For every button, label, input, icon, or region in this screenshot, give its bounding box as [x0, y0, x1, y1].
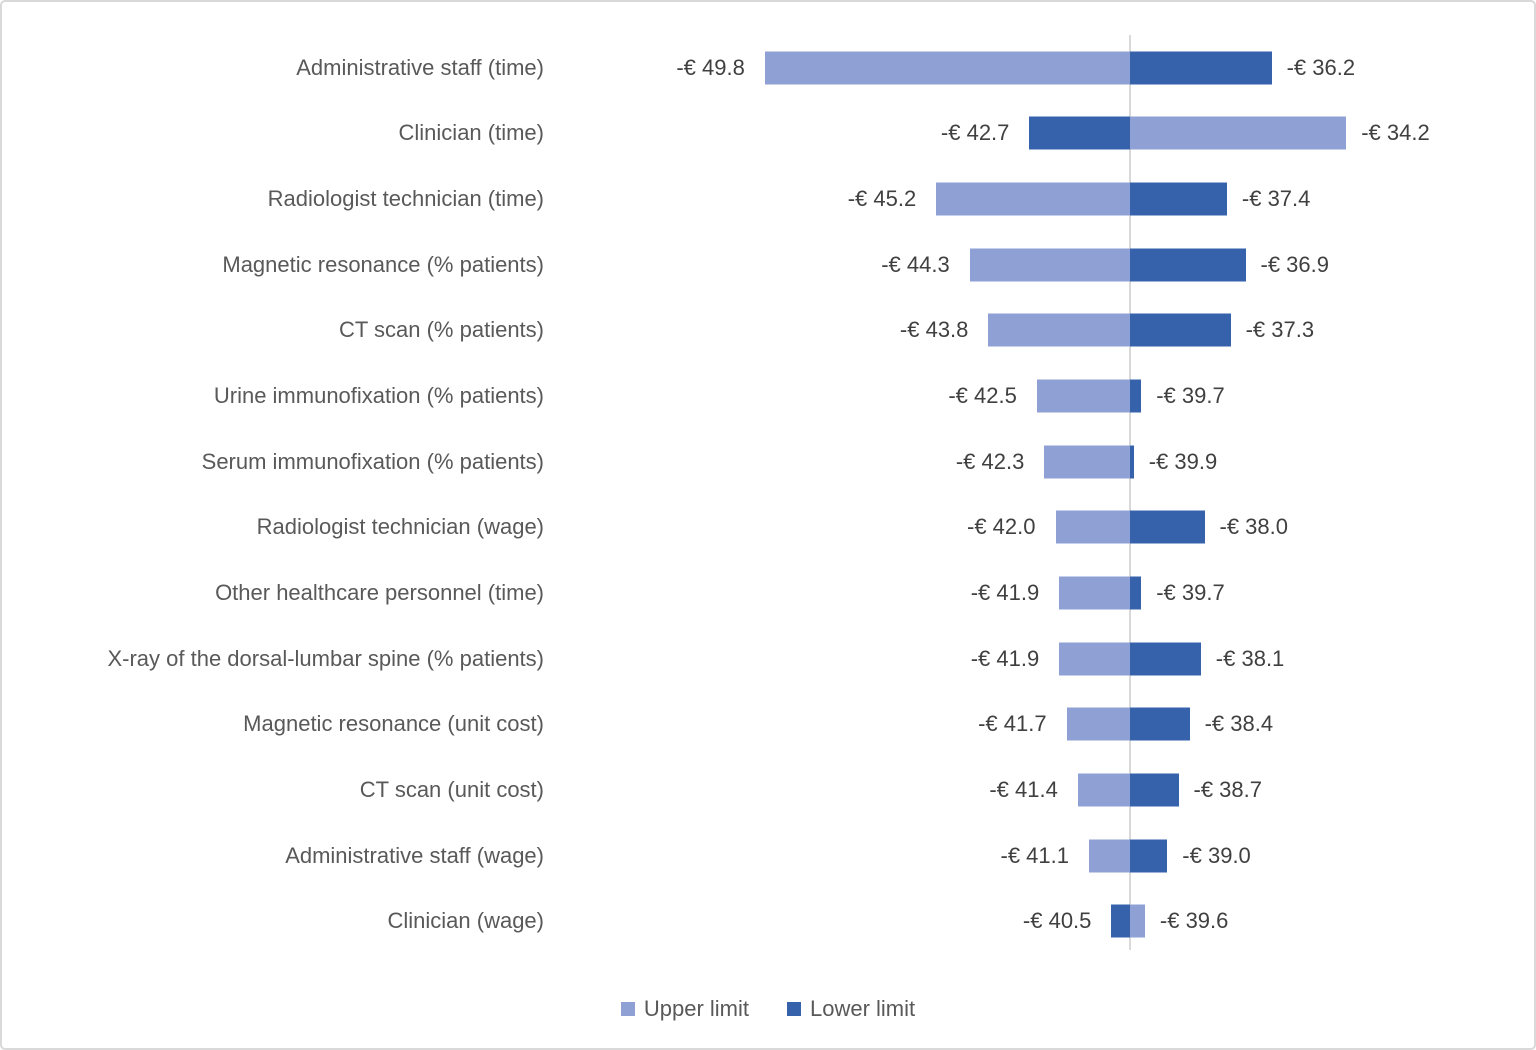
chart-row: CT scan (unit cost) -€ 41.4 -€ 38.7	[2, 757, 1534, 823]
chart-row: Serum immunofixation (% patients) -€ 42.3…	[2, 429, 1534, 495]
value-label-right: -€ 39.7	[1156, 579, 1225, 605]
category-label: Radiologist technician (time)	[267, 186, 544, 212]
upper-limit-bar	[1044, 445, 1130, 479]
lower-limit-bar	[1130, 51, 1272, 85]
value-label-right: -€ 38.4	[1204, 711, 1274, 737]
value-label-left: -€ 42.5	[948, 383, 1017, 408]
upper-limit-bar	[1077, 773, 1130, 807]
lower-limit-bar	[1130, 707, 1190, 741]
value-label-right: -€ 39.7	[1156, 383, 1225, 408]
chart-row: Urine immunofixation (% patients) -€ 42.5…	[2, 363, 1534, 429]
lower-limit-bar	[1111, 904, 1130, 938]
value-label-left: -€ 41.9	[970, 645, 1040, 671]
category-label: CT scan (unit cost)	[359, 776, 544, 802]
legend-item-lower-limit: Lower limit	[787, 996, 915, 1022]
value-label-right: -€ 38.1	[1215, 645, 1285, 671]
category-label: Urine immunofixation (% patients)	[213, 383, 544, 408]
category-label: Clinician (time)	[398, 120, 544, 146]
value-label-left: -€ 42.3	[955, 448, 1025, 474]
category-label: Radiologist technician (wage)	[256, 514, 544, 540]
upper-limit-bar	[764, 51, 1130, 85]
value-label-left: -€ 41.7	[978, 711, 1047, 737]
chart-row: Clinician (time) -€ 42.7 -€ 34.2	[2, 101, 1534, 167]
upper-limit-bar	[936, 182, 1130, 216]
chart-row: Clinician (wage) -€ 40.5 -€ 39.6	[2, 888, 1534, 954]
chart-row: Radiologist technician (time) -€ 45.2 -€ 3…	[2, 166, 1534, 232]
category-label: Other healthcare personnel (time)	[215, 579, 544, 605]
value-label-right: -€ 39.0	[1182, 842, 1251, 868]
value-label-left: -€ 49.8	[676, 54, 745, 80]
lower-limit-swatch-icon	[787, 1002, 801, 1016]
value-label-left: -€ 42.0	[967, 514, 1036, 540]
value-label-left: -€ 45.2	[847, 186, 917, 212]
upper-limit-bar	[1059, 576, 1130, 610]
upper-limit-bar	[1130, 904, 1145, 938]
value-label-left: -€ 42.7	[940, 120, 1010, 146]
value-label-left: -€ 41.9	[970, 579, 1040, 605]
value-label-right: -€ 39.9	[1148, 448, 1218, 474]
value-label-right: -€ 37.3	[1245, 317, 1315, 343]
upper-limit-bar	[1066, 707, 1130, 741]
lower-limit-bar	[1130, 379, 1142, 413]
lower-limit-bar	[1130, 182, 1227, 216]
lower-limit-bar	[1130, 642, 1201, 676]
lower-limit-bar	[1130, 773, 1179, 807]
legend-label-lower-limit: Lower limit	[810, 996, 916, 1021]
chart-row: Magnetic resonance (% patients) -€ 44.3 -€…	[2, 232, 1534, 298]
upper-limit-bar	[1055, 510, 1130, 544]
chart-row: Administrative staff (time) -€ 49.8 -€ 36.…	[2, 35, 1534, 101]
category-label: X-ray of the dorsal-lumbar spine (% pati…	[107, 645, 544, 671]
lower-limit-bar	[1130, 839, 1168, 872]
upper-limit-bar	[1059, 642, 1130, 676]
category-label: Clinician (wage)	[387, 908, 544, 934]
upper-limit-bar	[988, 313, 1130, 347]
upper-limit-bar	[969, 248, 1130, 282]
lower-limit-bar	[1130, 445, 1134, 479]
category-label: Serum immunofixation (% patients)	[201, 448, 544, 474]
baseline-axis-line	[1129, 35, 1131, 950]
lower-limit-bar	[1130, 248, 1246, 282]
lower-limit-bar	[1130, 313, 1231, 347]
value-label-left: -€ 44.3	[881, 251, 950, 277]
lower-limit-bar	[1130, 510, 1205, 544]
value-label-left: -€ 41.4	[989, 776, 1058, 802]
upper-limit-bar	[1089, 839, 1130, 872]
value-label-left: -€ 41.1	[1000, 842, 1070, 868]
chart-row: CT scan (% patients) -€ 43.8 -€ 37.3	[2, 298, 1534, 364]
chart-row: Radiologist technician (wage) -€ 42.0 -€ 3…	[2, 495, 1534, 561]
category-label: Magnetic resonance (% patients)	[222, 251, 544, 277]
value-label-left: -€ 43.8	[899, 317, 969, 343]
upper-limit-bar	[1036, 379, 1130, 413]
value-label-right: -€ 39.6	[1159, 908, 1229, 934]
category-label: Administrative staff (time)	[296, 54, 544, 80]
chart-row: Administrative staff (wage) -€ 41.1 -€ 39.…	[2, 823, 1534, 889]
legend-label-upper-limit: Upper limit	[643, 996, 749, 1021]
value-label-right: -€ 36.9	[1260, 251, 1330, 277]
category-label: CT scan (% patients)	[338, 317, 544, 343]
legend-item-upper-limit: Upper limit	[620, 996, 749, 1022]
value-label-right: -€ 34.2	[1361, 120, 1430, 146]
category-label: Magnetic resonance (unit cost)	[243, 711, 544, 737]
upper-limit-swatch-icon	[620, 1002, 635, 1016]
chart-row: X-ray of the dorsal-lumbar spine (% pati…	[2, 626, 1534, 692]
upper-limit-bar	[1130, 116, 1347, 150]
value-label-right: -€ 38.0	[1219, 514, 1289, 540]
chart-row: Magnetic resonance (unit cost) -€ 41.7 -€ …	[2, 691, 1534, 757]
value-label-right: -€ 37.4	[1241, 186, 1311, 212]
lower-limit-bar	[1029, 116, 1130, 150]
value-label-right: -€ 38.7	[1193, 776, 1263, 802]
value-label-left: -€ 40.5	[1022, 908, 1092, 934]
chart-row: Other healthcare personnel (time) -€ 41.9…	[2, 560, 1534, 626]
legend: Upper limit Lower limit	[2, 996, 1534, 1022]
value-label-right: -€ 36.2	[1286, 54, 1356, 80]
category-label: Administrative staff (wage)	[285, 842, 544, 868]
lower-limit-bar	[1130, 576, 1142, 610]
